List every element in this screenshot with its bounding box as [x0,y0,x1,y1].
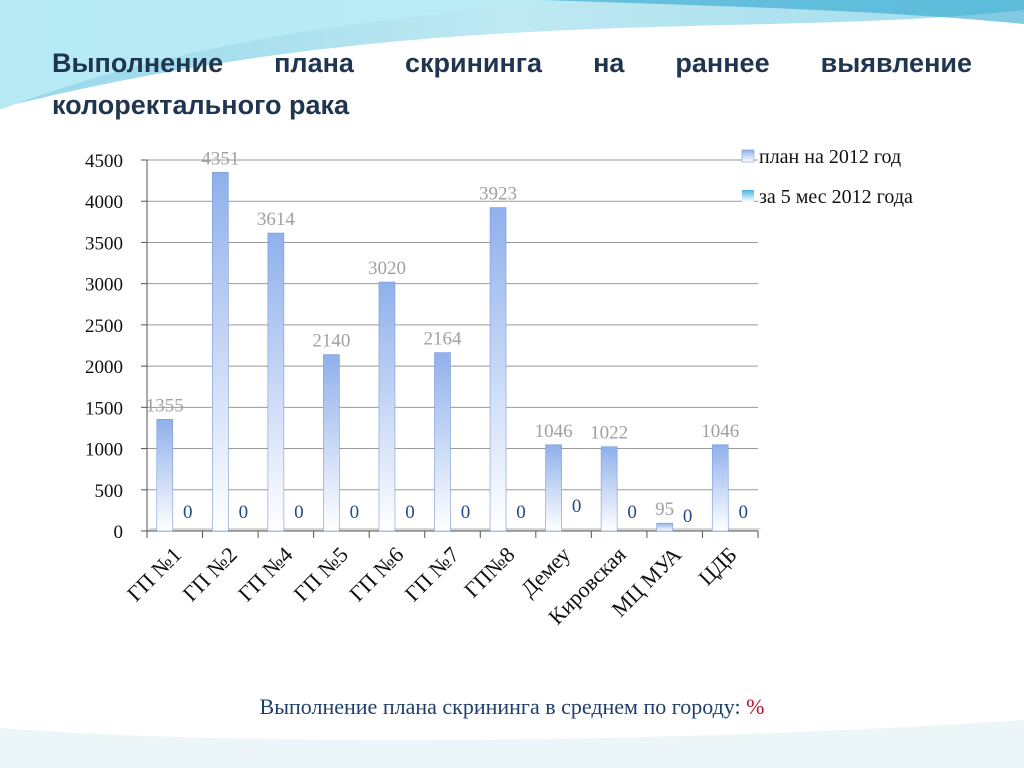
data-label-plan: 2164 [424,329,463,350]
data-label-plan: 4351 [201,148,239,169]
data-label-actual: 0 [738,502,748,523]
chart-gridlines [147,159,761,531]
y-tick-label: 3000 [85,275,123,296]
data-label-plan: 3020 [368,258,406,279]
data-label-plan: 3923 [479,184,517,205]
footer-text: Выполнение плана скрининга в среднем по … [259,694,747,719]
bar-plan [323,354,340,532]
bar-plan [489,207,507,532]
x-tick-label: ГП №5 [289,542,353,606]
data-label-plan: 95 [655,499,674,520]
y-axis-tick-labels: 0 500 1000 1500 2000 2500 3000 3500 4000 4500 [85,151,123,543]
data-label-actual: 0 [405,502,415,523]
x-tick-label: ГП №7 [400,542,464,606]
data-label-plan: 1046 [535,421,573,442]
chart-bars: 1355 0 4351 0 3614 0 2140 0 3020 0 2164 0 3923 0 1046 0… [146,148,748,532]
y-tick-label: 500 [95,481,124,502]
y-tick-label: 3500 [85,233,123,254]
bar-plan [545,444,562,532]
x-tick-label: ГП№8 [459,542,520,603]
bar-plan [156,418,174,532]
data-label-plan: 1046 [701,421,739,442]
data-label-actual: 0 [516,502,526,523]
data-label-actual: 0 [239,502,249,523]
x-tick-label: ЦДБ [693,542,741,590]
chart-legend: план на 2012 год за 5 мес 2012 года [741,146,913,208]
data-label-actual: 0 [350,502,360,523]
x-tick-label: ГП №6 [344,542,408,606]
bar-plan [267,232,285,532]
slide-title: Выполнение плана скрининга на раннее выя… [52,48,972,120]
footer-summary: Выполнение плана скрининга в среднем по … [0,694,1024,720]
data-label-actual: 0 [572,496,582,517]
legend-label-plan: план на 2012 год [759,146,901,168]
bar-plan [212,171,229,532]
bar-plan [600,446,618,532]
bar-plan [434,352,451,532]
x-tick-label: ГП №2 [177,542,241,606]
bar-plan [711,444,729,532]
legend-swatch-actual [742,190,754,202]
y-tick-label: 1000 [85,440,123,461]
data-label-actual: 0 [294,502,304,523]
chart-axes [141,159,759,538]
data-label-plan: 1022 [590,423,628,444]
data-label-actual: 0 [183,502,193,523]
y-tick-label: 0 [114,522,124,543]
data-label-plan: 1355 [146,395,184,416]
y-tick-label: 1500 [85,398,123,419]
x-tick-label: ГП №1 [122,542,186,606]
x-tick-label: ГП №4 [233,542,297,606]
y-tick-label: 4500 [85,151,123,172]
y-tick-label: 2000 [85,357,123,378]
data-label-plan: 3614 [257,209,296,230]
data-label-actual: 0 [683,506,693,527]
y-tick-label: 2500 [85,316,123,337]
data-label-plan: 2140 [312,331,350,352]
data-label-actual: 0 [627,502,637,523]
footer-percent: % [746,694,765,719]
bar-chart: 0 500 1000 1500 2000 2500 3000 3500 4000 4500 135… [85,146,913,630]
legend-swatch-plan [741,149,755,163]
bar-plan [378,281,396,532]
legend-label-actual: за 5 мес 2012 года [759,186,913,208]
data-label-actual: 0 [461,502,471,523]
y-tick-label: 4000 [85,192,123,213]
bar-plan [656,522,673,532]
